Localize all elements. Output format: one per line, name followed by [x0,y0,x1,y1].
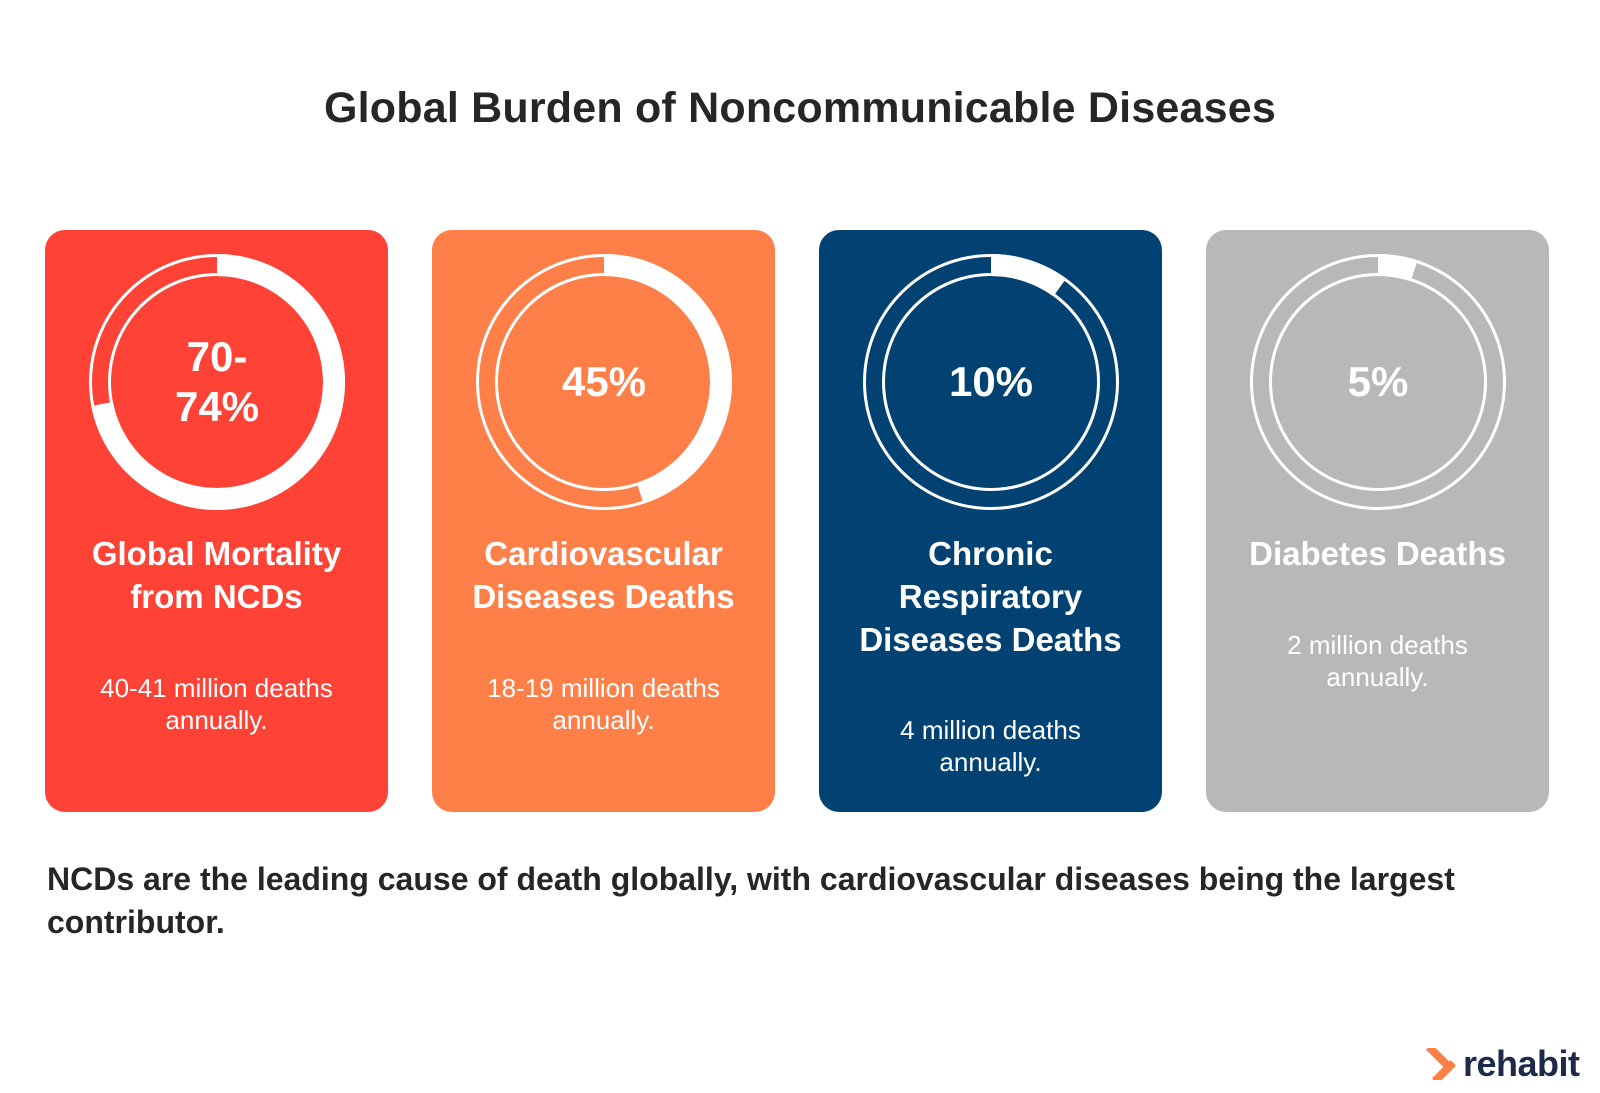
card-description: 18-19 million deaths annually. [487,673,720,735]
gauge-ring [1250,254,1506,510]
card-description: 2 million deaths annually. [1287,630,1468,692]
gauge-value-arc [91,254,345,510]
rehabit-logo-icon [1426,1048,1456,1080]
gauge-ring [863,254,1119,510]
stat-card-cardiovascular-deaths: 45% Cardiovascular Diseases Deaths 18-19… [432,230,775,812]
stat-card-diabetes-deaths: 5% Diabetes Deaths 2 million deaths annu… [1206,230,1549,812]
percent-value: 45% [561,358,647,405]
card-label: Diabetes Deaths [1249,535,1506,572]
card-label: Cardiovascular Diseases Deaths [472,535,735,615]
brand-logo: rehabit [1425,1042,1580,1086]
gauge-ring [89,254,345,510]
card-description: 40-41 million deaths annually. [100,673,333,735]
gauge-value-arc [603,254,732,504]
card-description: 4 million deaths annually. [900,715,1081,777]
card-label: Global Mortality from NCDs [91,535,342,615]
percent-value: 10% [948,358,1034,405]
percent-value: 70- 74% [174,333,260,430]
gauge-ring [476,254,732,510]
infographic-title: Global Burden of Noncommunicable Disease… [323,84,1277,132]
summary-text: NCDs are the leading cause of death glob… [47,861,1455,940]
stat-card-chronic-respiratory-deaths: 10% Chronic Respiratory Diseases Deaths … [819,230,1162,812]
percent-value: 5% [1347,358,1409,405]
gauge-value-arc [1377,254,1418,282]
brand-name: rehabit [1463,1043,1580,1084]
logo-bar [1426,1048,1450,1068]
logo-bar [1432,1060,1456,1080]
card-label: Chronic Respiratory Diseases Deaths [859,535,1122,658]
stat-card-global-ncd-mortality: 70- 74% Global Mortality from NCDs 40-41… [45,230,388,812]
gauge-value-arc [990,254,1067,297]
